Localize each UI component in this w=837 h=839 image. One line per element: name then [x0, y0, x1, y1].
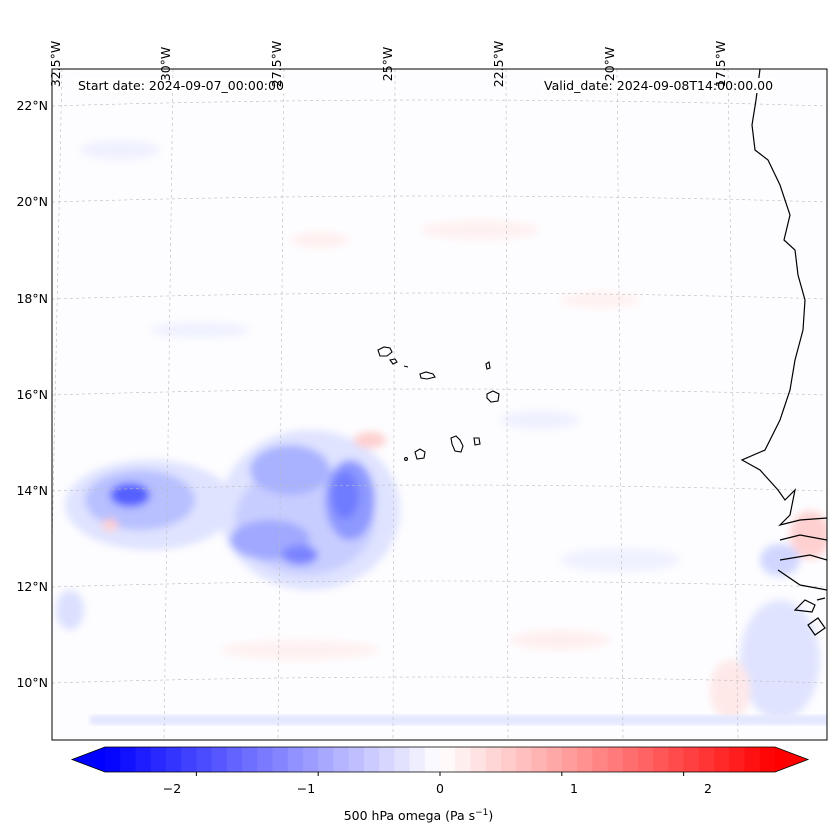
- colorbar-segment: [211, 747, 228, 772]
- colorbar-segment: [120, 747, 137, 772]
- lon-label: 30°W: [158, 46, 173, 82]
- colorbar-segment: [531, 747, 548, 772]
- colorbar-segment: [333, 747, 350, 772]
- colorbar-segment: [546, 747, 563, 772]
- lat-label: 16°N: [16, 387, 48, 402]
- colorbar-tick-label: 2: [704, 781, 712, 796]
- colorbar-segment: [135, 747, 152, 772]
- colorbar-segment: [379, 747, 395, 772]
- lat-label: 10°N: [16, 675, 48, 690]
- colorbar-segment: [561, 747, 578, 772]
- colorbar-outline: [70, 746, 810, 773]
- colorbar-segment: [455, 747, 472, 772]
- colorbar-segment: [348, 747, 365, 772]
- colorbar-tick-label: 0: [436, 781, 444, 796]
- colorbar-label: 500 hPa omega (Pa s−1): [343, 808, 494, 824]
- colorbar-segment: [196, 747, 213, 772]
- colorbar-segment: [714, 747, 730, 772]
- colorbar-segment: [105, 747, 121, 772]
- colorbar-segment: [363, 747, 380, 772]
- colorbar-segment: [257, 747, 274, 772]
- west-africa-coastline: [740, 69, 827, 636]
- colorbar-segment: [622, 747, 639, 772]
- colorbar-tick-label: −2: [162, 781, 182, 796]
- colorbar-segment: [424, 747, 441, 772]
- valid-date-label: Valid_date: 2024-09-08T14:00:00.00: [541, 78, 777, 93]
- colorbar-segment: [653, 747, 670, 772]
- colorbar-extend-low: [72, 747, 105, 772]
- colorbar-segment: [318, 747, 335, 772]
- colorbar-segment: [272, 747, 289, 772]
- lat-label: 18°N: [16, 291, 48, 306]
- lat-label: 20°N: [16, 194, 48, 209]
- colorbar-segment: [485, 747, 502, 772]
- colorbar-segment: [683, 747, 700, 772]
- colorbar-segment: [150, 747, 167, 772]
- colorbar-segment: [592, 747, 609, 772]
- map-frame: [51, 68, 828, 741]
- graticule: [52, 69, 827, 740]
- colorbar-tick-label: 1: [570, 781, 578, 796]
- colorbar-segment: [394, 747, 411, 772]
- colorbar-segment: [729, 747, 746, 772]
- cape-verde-islands: [377, 346, 500, 461]
- lon-label: 25°W: [380, 46, 395, 82]
- map-background: [52, 69, 827, 740]
- lon-label: 17.5°W: [713, 40, 728, 88]
- colorbar-segment: [181, 747, 197, 772]
- colorbar-segment: [577, 747, 593, 772]
- colorbar-segment: [516, 747, 532, 772]
- colorbar-segment: [226, 747, 243, 772]
- colorbar-segment: [242, 747, 258, 772]
- colorbar-tick-label: −1: [296, 781, 316, 796]
- colorbar-segment: [500, 747, 517, 772]
- lat-label: 22°N: [16, 98, 48, 113]
- colorbar-segment: [470, 747, 487, 772]
- start-date-label: Start date: 2024-09-07_00:00:00: [75, 78, 287, 93]
- colorbar-segment: [409, 747, 426, 772]
- colorbar-segment: [287, 747, 304, 772]
- colorbar-extend-high: [775, 747, 808, 772]
- colorbar: [70, 746, 810, 776]
- colorbar-segment: [302, 747, 319, 772]
- colorbar-segment: [668, 747, 685, 772]
- omega-field: [52, 69, 827, 740]
- lat-label: 12°N: [16, 579, 48, 594]
- colorbar-segment: [607, 747, 624, 772]
- colorbar-segment: [759, 747, 776, 772]
- colorbar-segment: [698, 747, 715, 772]
- lon-label: 22.5°W: [491, 40, 506, 88]
- colorbar-segment: [744, 747, 761, 772]
- lon-label: 27.5°W: [269, 40, 284, 88]
- lon-label: 32.5°W: [48, 40, 63, 88]
- lat-label: 14°N: [16, 483, 48, 498]
- colorbar-segment: [637, 747, 654, 772]
- colorbar-segment: [440, 747, 456, 772]
- colorbar-segment: [165, 747, 182, 772]
- lon-label: 20°W: [602, 46, 617, 82]
